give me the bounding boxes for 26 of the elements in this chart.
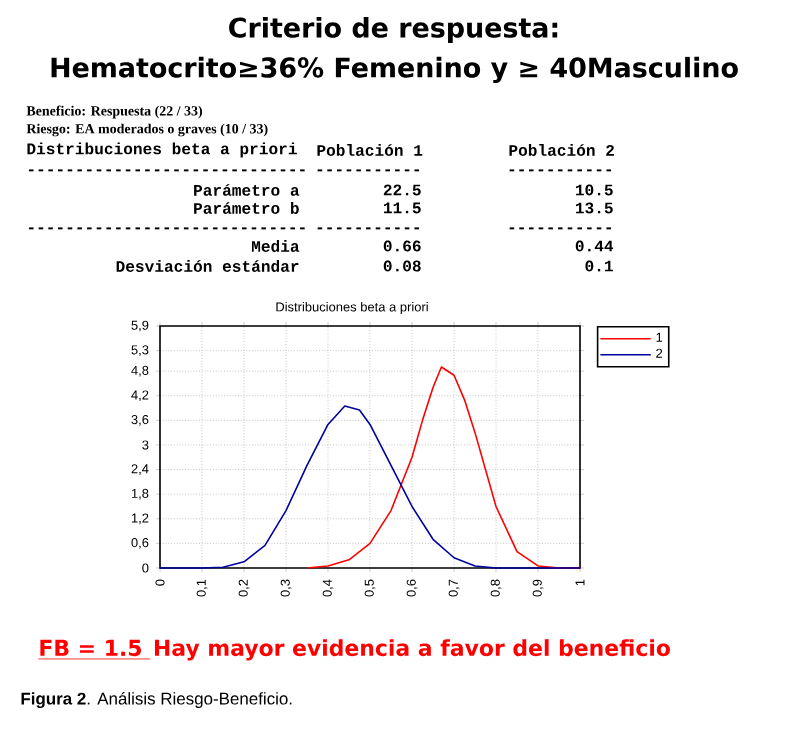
text: Distribuciones beta a priori — [27, 142, 297, 158]
text: ----------- — [509, 227, 612, 230]
text: 0.66 — [383, 240, 421, 252]
text: 22.5 — [383, 184, 421, 196]
text: ----------------------------- — [28, 169, 305, 172]
text: Parámetro b — [194, 202, 299, 214]
text: Población 2 — [509, 144, 614, 156]
text: Hay mayor evidencia a favor del beneficio — [154, 639, 670, 661]
text: 11.5 — [383, 202, 421, 214]
text: 13.5 — [575, 202, 613, 214]
text: 10.5 — [575, 184, 613, 196]
text: Población 1 — [317, 144, 423, 156]
text: 0.08 — [383, 260, 421, 272]
text: ----------- — [317, 227, 420, 230]
text: Figura 2. Análisis Riesgo-Beneficio. — [21, 691, 292, 709]
chart-subtitle: Hematocrito≥36% Femenino y ≥ 40Masculino — [51, 56, 738, 84]
chart-title: Criterio de respuesta: — [229, 16, 558, 44]
text: ----------------------------- — [28, 227, 305, 230]
text: ----------- — [509, 169, 612, 172]
text: Desviación estándar — [116, 260, 299, 272]
text: 0.1 — [585, 260, 613, 272]
text: FB = 1.5 — [40, 639, 141, 657]
text: Media — [251, 240, 300, 252]
text: Parámetro a — [194, 184, 300, 196]
text: ----------- — [317, 169, 420, 172]
text: 0.44 — [575, 240, 614, 252]
